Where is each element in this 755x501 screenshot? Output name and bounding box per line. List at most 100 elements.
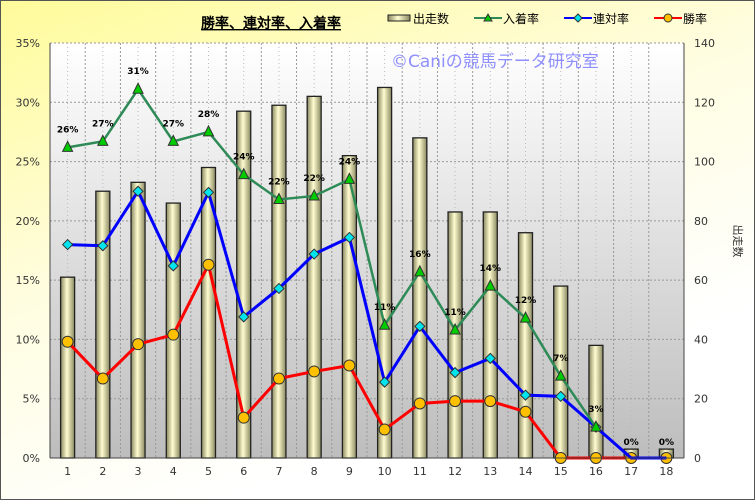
left-tick-label: 20% (16, 215, 40, 228)
bar-starts (482, 211, 498, 459)
watermark: ©Caniの競馬データ研究室 (391, 51, 599, 72)
right-tick-label: 80 (694, 215, 708, 228)
left-tick-label: 15% (16, 274, 40, 287)
series-line-triangle (67, 87, 597, 428)
bar-starts (95, 190, 111, 459)
chart-title: 勝率、連対率、入着率 (201, 15, 341, 32)
right-tick-label: 120 (694, 96, 715, 109)
data-label: 28% (198, 110, 220, 120)
x-tick-label: 6 (240, 465, 247, 478)
right-tick-label: 60 (694, 274, 708, 287)
left-tick-label: 10% (16, 333, 40, 346)
left-tick-label: 0% (23, 452, 40, 465)
win-rate-marker (519, 405, 532, 418)
rentai-rate-marker (449, 366, 461, 379)
x-tick-label: 3 (135, 465, 142, 478)
data-label: 11% (444, 308, 466, 318)
place-rate-marker (484, 278, 497, 291)
place-rate-marker (237, 167, 250, 180)
data-label: 12% (515, 296, 537, 306)
bar-starts (130, 181, 146, 459)
right-tick-label: 0 (694, 452, 701, 465)
rentai-rate-marker (238, 311, 250, 323)
rentai-rate-marker (61, 238, 74, 251)
place-rate-marker (97, 134, 109, 146)
x-tick-label: 14 (519, 465, 533, 478)
place-rate-marker (308, 188, 320, 201)
rentai-rate-marker (202, 186, 215, 199)
place-rate-marker (202, 124, 215, 137)
series-line-diamond (67, 188, 667, 460)
right-tick-label: 20 (694, 393, 708, 406)
place-rate-marker (519, 310, 532, 323)
win-rate-marker (272, 372, 285, 385)
x-tick-label: 9 (346, 465, 353, 478)
data-label: 31% (127, 67, 149, 77)
legend-label: 入着率 (503, 11, 539, 26)
data-label: 0% (659, 438, 674, 448)
bar-starts (306, 95, 322, 459)
place-rate-marker (273, 192, 285, 205)
bar-starts (447, 211, 463, 459)
win-rate-marker (202, 258, 215, 271)
win-rate-marker (484, 395, 497, 408)
data-label: 26% (57, 125, 79, 135)
legend-marker (573, 13, 583, 23)
win-rate-marker (61, 335, 74, 348)
bar-starts (412, 137, 428, 459)
left-tick-label: 30% (16, 96, 40, 109)
rentai-rate-marker (414, 320, 426, 333)
rentai-rate-marker (555, 390, 567, 403)
legend-marker (483, 12, 493, 22)
x-tick-label: 13 (483, 465, 497, 478)
win-rate-marker (449, 395, 462, 408)
rentai-rate-marker (484, 352, 496, 365)
place-rate-marker (449, 322, 461, 335)
right-tick-label: 100 (694, 156, 715, 169)
bar-starts (588, 344, 604, 459)
place-rate-marker (414, 264, 426, 277)
x-tick-label: 5 (205, 465, 212, 478)
rentai-rate-marker (519, 389, 532, 401)
legend-bar-swatch (387, 14, 411, 22)
data-label: 0% (624, 438, 639, 448)
right-axis-label: 出走数 (731, 225, 745, 258)
win-rate-marker (378, 423, 391, 436)
rentai-rate-marker (378, 376, 391, 388)
left-tick-label: 35% (16, 37, 40, 50)
win-rate-marker (167, 328, 180, 341)
win-rate-marker (343, 359, 356, 372)
place-rate-marker (343, 172, 356, 184)
data-label: 27% (92, 119, 114, 129)
legend-label: 連対率 (593, 11, 629, 26)
bar-starts (517, 232, 534, 459)
rentai-rate-marker (97, 240, 109, 252)
x-tick-label: 4 (170, 465, 177, 478)
bar-starts (376, 86, 393, 459)
left-tick-label: 5% (23, 393, 40, 406)
rentai-rate-marker (167, 260, 179, 272)
x-tick-label: 2 (99, 465, 106, 478)
x-tick-label: 16 (589, 465, 603, 478)
legend-label: 勝率 (683, 11, 707, 26)
win-rate-marker (237, 411, 250, 424)
rentai-rate-marker (308, 248, 320, 260)
right-tick-label: 40 (694, 333, 708, 346)
x-tick-label: 12 (448, 465, 462, 478)
data-label: 7% (553, 354, 568, 364)
place-rate-marker (167, 134, 180, 146)
x-tick-label: 1 (64, 465, 71, 478)
bar-starts (236, 110, 252, 459)
x-tick-label: 17 (624, 465, 638, 478)
left-tick-label: 25% (16, 156, 40, 169)
data-label: 22% (268, 178, 290, 188)
legend-marker (663, 13, 673, 23)
place-rate-marker (378, 318, 391, 330)
x-tick-label: 11 (413, 465, 427, 478)
rentai-rate-marker (132, 185, 144, 197)
data-label: 24% (339, 157, 361, 167)
place-rate-marker (554, 369, 567, 381)
place-rate-marker (590, 420, 602, 432)
